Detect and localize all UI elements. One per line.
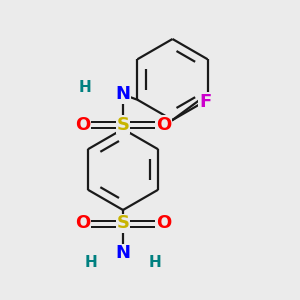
Text: O: O bbox=[156, 214, 171, 232]
Text: H: H bbox=[148, 255, 161, 270]
Text: F: F bbox=[200, 93, 211, 111]
Text: N: N bbox=[116, 85, 130, 103]
Text: H: H bbox=[79, 80, 92, 94]
Text: N: N bbox=[116, 244, 130, 262]
Text: O: O bbox=[156, 116, 171, 134]
Text: O: O bbox=[75, 214, 90, 232]
Text: O: O bbox=[75, 116, 90, 134]
Text: S: S bbox=[116, 116, 130, 134]
Text: S: S bbox=[116, 214, 130, 232]
Text: H: H bbox=[85, 255, 98, 270]
